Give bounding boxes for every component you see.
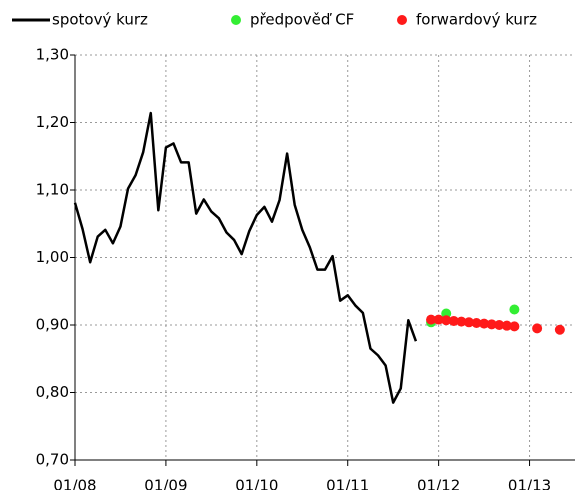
y-tick-label: 1,30 — [36, 46, 69, 64]
y-tick-label: 0,80 — [36, 383, 69, 401]
spot-line — [73, 111, 418, 404]
point — [486, 319, 497, 330]
y-tick-label: 0,70 — [36, 451, 69, 469]
x-tick-label: 01/12 — [417, 477, 460, 490]
y-tick-label: 1,20 — [36, 113, 69, 131]
legend-label: spotový kurz — [52, 11, 148, 29]
y-tick-label: 0,90 — [36, 316, 69, 334]
point — [509, 321, 520, 332]
x-tick-label: 01/10 — [235, 477, 278, 490]
x-tick-label: 01/13 — [508, 477, 551, 490]
point — [456, 316, 467, 327]
x-tick-label: 01/09 — [144, 477, 187, 490]
point — [441, 315, 452, 326]
point — [463, 317, 474, 328]
point — [433, 314, 444, 325]
point — [448, 315, 459, 326]
y-tick-label: 1,10 — [36, 181, 69, 199]
legend-label: předpověď CF — [250, 11, 354, 29]
legend-swatch — [231, 15, 241, 25]
point — [501, 320, 512, 331]
y-tick-label: 1,00 — [36, 248, 69, 266]
point — [532, 323, 543, 334]
point — [471, 317, 482, 328]
point — [426, 314, 437, 325]
legend-label: forwardový kurz — [416, 11, 537, 29]
x-tick-label: 01/11 — [326, 477, 369, 490]
x-tick-label: 01/08 — [53, 477, 96, 490]
point — [494, 320, 505, 330]
point — [509, 304, 520, 315]
point — [479, 318, 490, 329]
legend-swatch — [397, 15, 407, 25]
point — [554, 324, 565, 335]
